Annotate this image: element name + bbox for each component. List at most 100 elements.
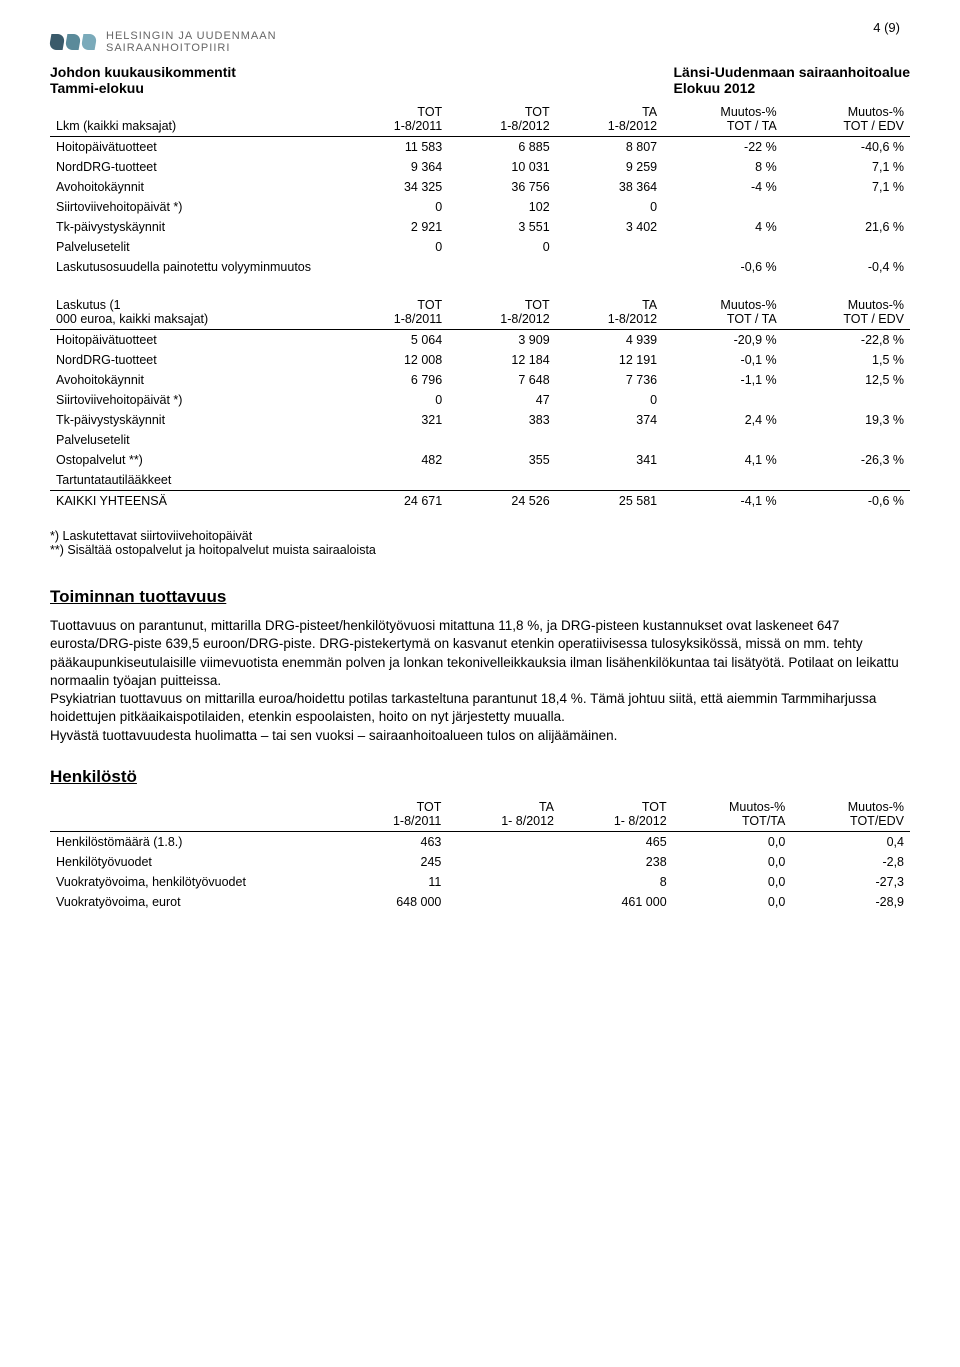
table-cell: 34 325 [342, 177, 448, 197]
table-cell [448, 470, 555, 491]
table-row: Vuokratyövoima, henkilötyövuodet1180,0-2… [50, 872, 910, 892]
table-cell: 24 671 [342, 491, 448, 512]
table-cell [783, 470, 910, 491]
table-cell: 463 [342, 831, 447, 852]
table-cell [556, 470, 663, 491]
table-row: KAIKKI YHTEENSÄ24 67124 52625 581-4,1 %-… [50, 491, 910, 512]
table-cell: 36 756 [448, 177, 555, 197]
table-cell: Vuokratyövoima, eurot [50, 892, 342, 912]
table-cell: -20,9 % [663, 330, 783, 351]
table-cell: 0 [342, 390, 448, 410]
table-cell: 374 [556, 410, 663, 430]
table-cell: 321 [342, 410, 448, 430]
table-row: Vuokratyövoima, eurot648 000461 0000,0-2… [50, 892, 910, 912]
table-cell: 245 [342, 852, 447, 872]
table-cell [447, 892, 560, 912]
table-cell: 7,1 % [783, 177, 910, 197]
table-cell: Avohoitokäynnit [50, 370, 342, 390]
table-cell: 0,0 [673, 872, 792, 892]
table-cell: Ostopalvelut **) [50, 450, 342, 470]
header-right-1: Länsi-Uudenmaan sairaanhoitoalue [674, 64, 911, 80]
table-cell: 0 [448, 237, 555, 257]
table-cell: 11 583 [342, 137, 448, 158]
column-header: Lkm (kaikki maksajat) [50, 102, 342, 137]
volumes-table: Lkm (kaikki maksajat)TOT1-8/2011TOT1-8/2… [50, 102, 910, 277]
table-cell: Henkilötyövuodet [50, 852, 342, 872]
column-header: TOT1-8/2012 [448, 295, 555, 330]
table-cell: 9 364 [342, 157, 448, 177]
invoicing-table: Laskutus (1000 euroa, kaikki maksajat) TO… [50, 295, 910, 511]
table-cell: 25 581 [556, 491, 663, 512]
table-cell: Palvelusetelit [50, 237, 342, 257]
table-cell: 482 [342, 450, 448, 470]
table-cell: 238 [560, 852, 673, 872]
table-cell: 8 [560, 872, 673, 892]
table-cell: 4 % [663, 217, 783, 237]
column-header: Muutos-%TOT/TA [673, 797, 792, 832]
table-cell: 12 008 [342, 350, 448, 370]
table-cell: 11 [342, 872, 447, 892]
table-cell [663, 390, 783, 410]
table-cell: 0 [342, 197, 448, 217]
column-header: Laskutus (1000 euroa, kaikki maksajat) [50, 295, 342, 330]
header-right-2: Elokuu 2012 [674, 80, 911, 96]
header-left-1: Johdon kuukausikommentit [50, 64, 236, 80]
table-cell: -2,8 [791, 852, 910, 872]
table-cell: 9 259 [556, 157, 663, 177]
table-cell [663, 237, 783, 257]
report-header: Johdon kuukausikommentit Tammi-elokuu Lä… [50, 64, 910, 96]
table-cell: -0,6 % [783, 491, 910, 512]
table-row: Palvelusetelit [50, 430, 910, 450]
table-cell [447, 872, 560, 892]
table-cell: NordDRG-tuotteet [50, 350, 342, 370]
table-cell: 383 [448, 410, 555, 430]
table-row: Avohoitokäynnit34 32536 75638 364-4 %7,1… [50, 177, 910, 197]
table-cell: -4 % [663, 177, 783, 197]
table-cell: 47 [448, 390, 555, 410]
table-cell: 10 031 [448, 157, 555, 177]
column-header: Muutos-%TOT / EDV [783, 102, 910, 137]
table-row: Hoitopäivätuotteet11 5836 8858 807-22 %-… [50, 137, 910, 158]
table-cell: 6 796 [342, 370, 448, 390]
table-cell: 0,4 [791, 831, 910, 852]
table-cell: 7,1 % [783, 157, 910, 177]
table-cell: -27,3 [791, 872, 910, 892]
table-cell [448, 257, 555, 277]
column-header: Muutos-%TOT / TA [663, 295, 783, 330]
table-cell [447, 852, 560, 872]
table-row: Tk-päivystyskäynnit2 9213 5513 4024 %21,… [50, 217, 910, 237]
table-row: Avohoitokäynnit6 7967 6487 736-1,1 %12,5… [50, 370, 910, 390]
table-cell: 5 064 [342, 330, 448, 351]
table-row: Laskutusosuudella painotettu volyyminmuu… [50, 257, 910, 277]
page-number: 4 (9) [873, 20, 900, 35]
table-cell: 0,0 [673, 852, 792, 872]
table-row: Henkilöstömäärä (1.8.)4634650,00,4 [50, 831, 910, 852]
table-cell: -26,3 % [783, 450, 910, 470]
table-cell: Laskutusosuudella painotettu volyyminmuu… [50, 257, 342, 277]
table2-note1: *) Laskutettavat siirtoviivehoitopäivät [50, 529, 910, 543]
column-header: TOT1-8/2011 [342, 102, 448, 137]
table-cell: 21,6 % [783, 217, 910, 237]
table-row: Henkilötyövuodet245 2380,0-2,8 [50, 852, 910, 872]
section-productivity-title: Toiminnan tuottavuus [50, 587, 910, 607]
table-cell: 12,5 % [783, 370, 910, 390]
column-header: TOT1-8/2012 [448, 102, 555, 137]
table-row: Tartuntatautilääkkeet [50, 470, 910, 491]
table-cell: -40,6 % [783, 137, 910, 158]
table-cell: Hoitopäivätuotteet [50, 137, 342, 158]
table-cell [556, 430, 663, 450]
table-row: Tk-päivystyskäynnit3213833742,4 %19,3 % [50, 410, 910, 430]
column-header: Muutos-%TOT / TA [663, 102, 783, 137]
productivity-para-3: Hyvästä tuottavuudesta huolimatta – tai … [50, 727, 910, 745]
table-cell [342, 470, 448, 491]
column-header: TA1- 8/2012 [447, 797, 560, 832]
table-cell: Siirtoviivehoitopäivät *) [50, 390, 342, 410]
table-cell: KAIKKI YHTEENSÄ [50, 491, 342, 512]
table-cell [556, 237, 663, 257]
table-cell: -22 % [663, 137, 783, 158]
table-cell: 461 000 [560, 892, 673, 912]
table-cell: -28,9 [791, 892, 910, 912]
table-cell: 1,5 % [783, 350, 910, 370]
table-cell: Hoitopäivätuotteet [50, 330, 342, 351]
table-cell: 8 807 [556, 137, 663, 158]
